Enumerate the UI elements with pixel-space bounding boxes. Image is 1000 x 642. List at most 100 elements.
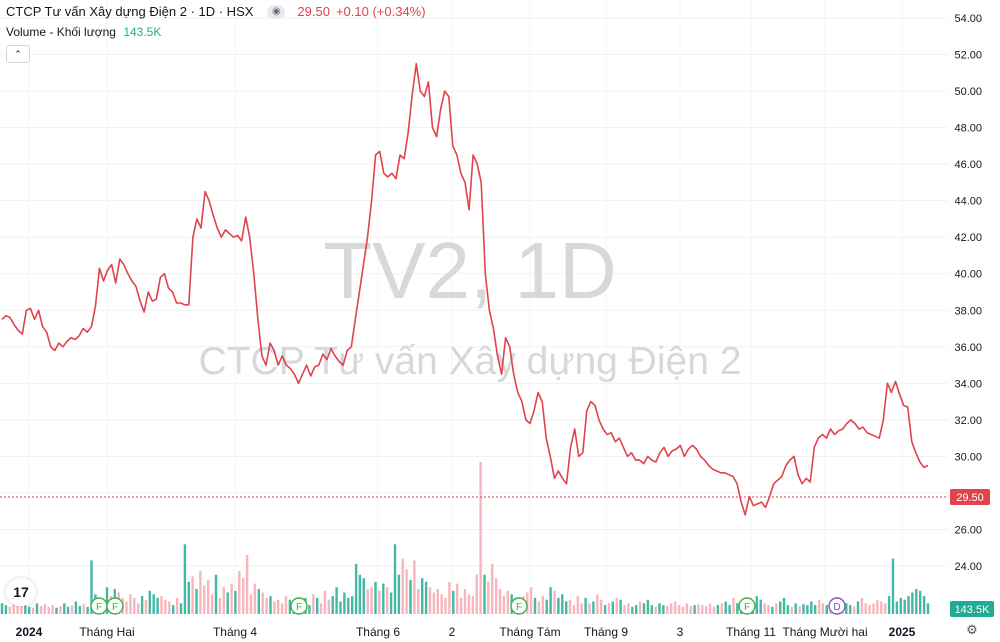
- watermark-name: CTCP Tư vấn Xây dựng Điện 2: [199, 340, 742, 383]
- y-tick-label: 34.00: [954, 378, 982, 390]
- price-tag-label: 29.50: [956, 492, 984, 504]
- marker-label: F: [516, 602, 522, 613]
- volume-bar: [794, 603, 797, 614]
- x-tick-label: Tháng 9: [584, 625, 628, 639]
- volume-bar: [887, 596, 891, 614]
- volume-bar: [191, 576, 194, 614]
- earnings-marker: [290, 597, 308, 615]
- volume-bar: [821, 603, 825, 614]
- volume-bar: [810, 601, 813, 614]
- volume-bar: [568, 599, 572, 614]
- volume-bar: [907, 596, 910, 614]
- y-tick-label: 40.00: [954, 269, 982, 281]
- volume-bar: [280, 603, 284, 614]
- volume-bar: [51, 605, 54, 614]
- volume-bar: [911, 592, 914, 614]
- volume-bar: [786, 605, 790, 614]
- y-tick-label: 24.00: [954, 561, 982, 573]
- volume-bar: [432, 592, 436, 614]
- volume-bar: [0, 603, 4, 614]
- volume-bar: [55, 607, 58, 614]
- y-tick-label: 48.00: [954, 123, 982, 135]
- volume-bar: [549, 587, 552, 614]
- volume-bar: [708, 603, 712, 614]
- x-tick-label: Tháng Mười hai: [782, 625, 867, 639]
- volume-bar: [405, 569, 408, 614]
- volume-bar: [378, 590, 381, 614]
- volume-bar: [720, 603, 723, 614]
- volume-bar: [273, 601, 276, 614]
- volume-bar: [919, 590, 922, 614]
- volume-bar: [817, 599, 821, 614]
- volume-bar: [502, 596, 506, 614]
- volume-bar: [125, 601, 128, 614]
- y-tick-label: 44.00: [954, 196, 982, 208]
- marker-label: F: [96, 602, 102, 613]
- volume-bar: [39, 606, 43, 614]
- volume-bar: [779, 601, 782, 614]
- eye-icon[interactable]: ◉: [267, 4, 286, 19]
- volume-bar: [572, 605, 576, 614]
- volume-bar: [736, 603, 739, 614]
- volume-bar: [537, 601, 541, 614]
- volume-bar: [187, 581, 190, 614]
- volume-bar: [592, 601, 595, 614]
- volume-bar: [63, 603, 66, 614]
- gear-icon[interactable]: ⚙: [966, 622, 978, 637]
- y-tick-label: 52.00: [954, 50, 982, 62]
- volume-bar: [790, 606, 793, 614]
- volume-bar: [288, 599, 292, 614]
- volume-tag-label: 143.5K: [955, 604, 991, 616]
- volume-bar: [339, 601, 342, 614]
- volume-bar: [845, 603, 848, 614]
- volume-bar: [899, 597, 902, 614]
- volume-bar: [642, 603, 646, 614]
- symbol-title[interactable]: CTCP Tư vấn Xây dựng Điện 2 · 1D · HSX: [6, 4, 254, 19]
- volume-bar: [712, 606, 716, 614]
- volume-bar: [553, 590, 556, 614]
- volume-bar: [413, 560, 416, 614]
- volume-bar: [409, 580, 412, 614]
- volume-bar: [763, 603, 766, 614]
- volume-bar: [903, 599, 906, 614]
- y-tick-label: 26.00: [954, 524, 982, 536]
- volume-bar: [24, 605, 27, 614]
- y-tick-label: 36.00: [954, 342, 982, 354]
- price-change: +0.10 (+0.34%): [335, 4, 426, 19]
- volume-bar: [860, 597, 864, 614]
- marker-label: F: [296, 602, 302, 613]
- volume-bar: [926, 603, 930, 614]
- volume-bar: [358, 574, 362, 614]
- chevron-up-icon[interactable]: ⌃: [6, 45, 30, 63]
- volume-bar: [662, 605, 665, 614]
- volume-bar: [16, 606, 19, 614]
- volume-bar: [689, 606, 692, 614]
- volume-bar: [175, 597, 179, 614]
- x-tick-label: 2: [449, 625, 456, 639]
- volume-bar: [611, 601, 614, 614]
- volume-bar: [806, 605, 809, 614]
- volume-bar: [576, 596, 579, 614]
- volume-bar: [140, 596, 144, 614]
- volume-bar: [526, 592, 529, 614]
- earnings-marker: [106, 597, 124, 615]
- volume-bar: [366, 589, 369, 614]
- tradingview-logo-icon[interactable]: 17: [6, 578, 36, 606]
- volume-bar: [249, 594, 253, 614]
- volume-bar: [580, 603, 583, 614]
- volume-bar: [782, 597, 786, 614]
- volume-bar: [331, 596, 334, 614]
- volume-bar: [172, 605, 175, 614]
- volume-bar: [666, 606, 669, 614]
- volume-bar: [557, 597, 560, 614]
- volume-bar: [86, 606, 89, 614]
- volume-bar: [319, 603, 323, 614]
- volume-bar: [685, 603, 688, 614]
- volume-bar: [207, 580, 210, 614]
- volume-bar: [12, 604, 15, 614]
- volume-bar: [471, 596, 474, 614]
- volume-bar: [156, 597, 159, 614]
- volume-bar: [619, 599, 622, 614]
